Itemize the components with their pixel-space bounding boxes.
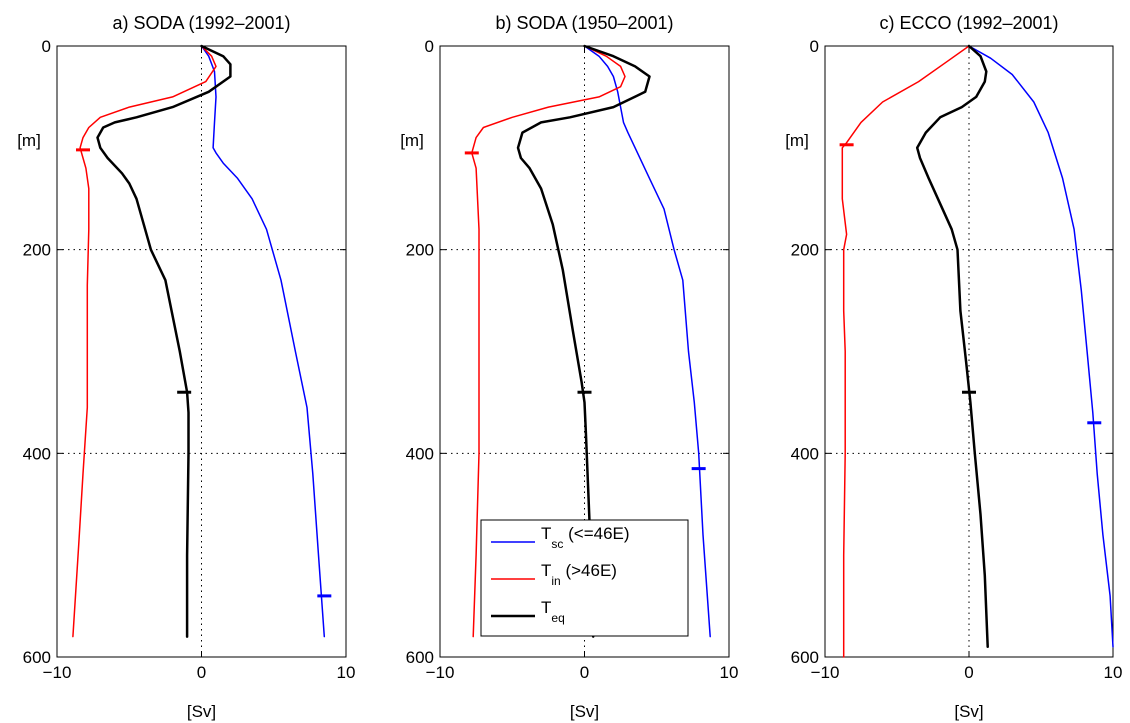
chart-title: b) SODA (1950–2001): [495, 13, 673, 33]
series-line-tin: [841, 45, 970, 658]
x-tick-label: 0: [197, 663, 206, 682]
x-tick-label: −10: [426, 663, 455, 682]
axes-box: [56, 45, 347, 658]
series-line-tsc: [968, 45, 1114, 648]
x-tick-label: 0: [580, 663, 589, 682]
chart-title: c) ECCO (1992–2001): [879, 13, 1058, 33]
series-line-tsc: [200, 45, 326, 638]
legend-label-tin: Tin (>46E): [541, 561, 617, 588]
series-line-tin: [72, 45, 217, 638]
series-line-tin: [471, 45, 626, 638]
x-axis-label: [Sv]: [954, 702, 983, 721]
y-tick-label: 600: [23, 648, 51, 667]
y-tick-label: 400: [406, 444, 434, 463]
legend-main: T: [541, 561, 551, 580]
chart-title: a) SODA (1992–2001): [112, 13, 290, 33]
series-line-tsc: [583, 45, 711, 638]
x-tick-label: 10: [337, 663, 356, 682]
y-tick-label: 200: [791, 241, 819, 260]
x-tick-label: −10: [811, 663, 840, 682]
x-tick-label: 10: [1104, 663, 1123, 682]
legend-sub: sc: [551, 537, 563, 551]
x-tick-label: −10: [43, 663, 72, 682]
legend-main: T: [541, 598, 551, 617]
x-tick-label: 10: [720, 663, 739, 682]
legend-label-tsc: Tsc (<=46E): [541, 524, 630, 551]
y-axis-label: [m]: [17, 131, 41, 150]
y-tick-label: 200: [406, 241, 434, 260]
axes-box: [824, 45, 1114, 658]
legend-label-teq: Teq: [541, 598, 565, 625]
legend-rest: (<=46E): [563, 524, 629, 543]
x-tick-label: 0: [964, 663, 973, 682]
legend-main: T: [541, 524, 551, 543]
series-line-teq: [915, 44, 989, 649]
y-axis-label: [m]: [400, 131, 424, 150]
legend-rest: (>46E): [561, 561, 617, 580]
y-tick-label: 600: [406, 648, 434, 667]
y-axis-label: [m]: [785, 131, 809, 150]
y-tick-label: 400: [23, 444, 51, 463]
y-tick-label: 0: [425, 37, 434, 56]
x-axis-label: [Sv]: [187, 702, 216, 721]
x-axis-label: [Sv]: [570, 702, 599, 721]
series-line-teq: [516, 44, 651, 638]
y-tick-label: 200: [23, 241, 51, 260]
y-tick-label: 0: [42, 37, 51, 56]
y-tick-label: 400: [791, 444, 819, 463]
legend-sub: eq: [551, 611, 564, 625]
legend-sub: in: [551, 574, 560, 588]
series-line-teq: [96, 44, 232, 638]
y-tick-label: 600: [791, 648, 819, 667]
y-tick-label: 0: [810, 37, 819, 56]
